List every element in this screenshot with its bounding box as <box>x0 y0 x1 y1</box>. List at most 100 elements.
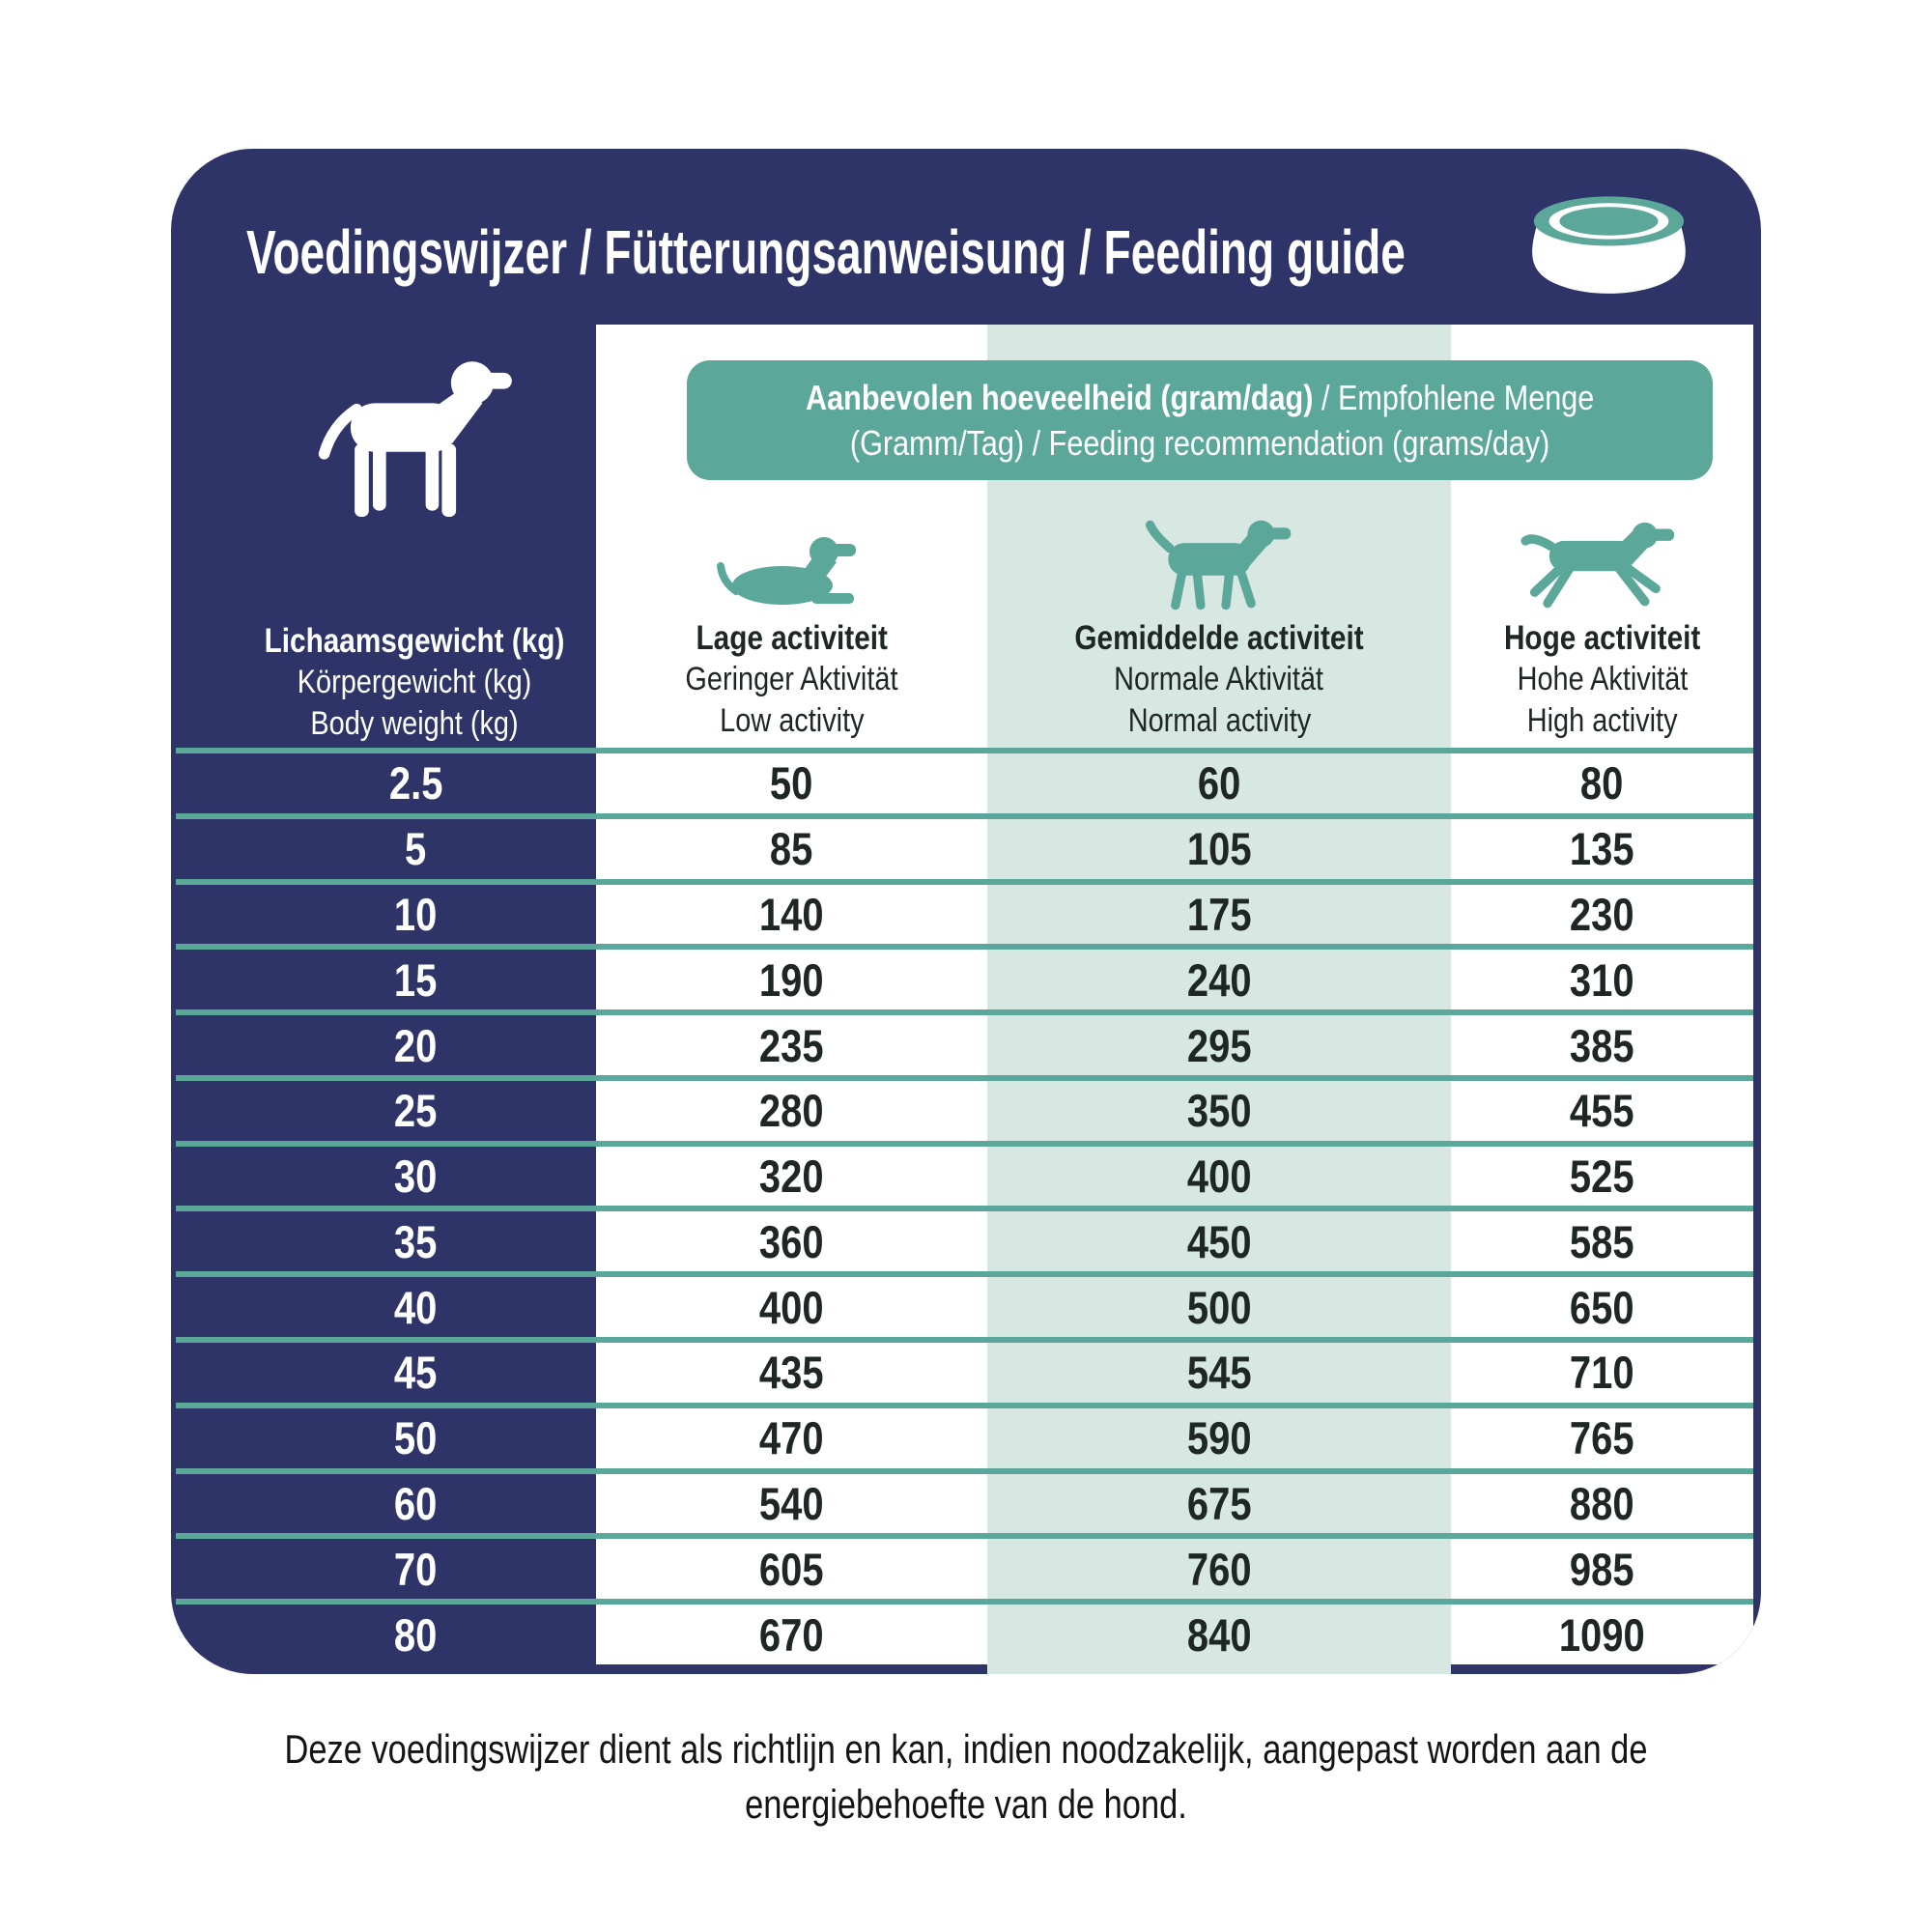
cell-weight: 25 <box>394 1085 438 1137</box>
table-row: 35 360 450 585 <box>176 1206 1753 1271</box>
cell-low: 670 <box>759 1608 824 1661</box>
cell-normal: 240 <box>1186 953 1252 1006</box>
cell-normal: 675 <box>1186 1477 1252 1529</box>
cell-high: 80 <box>1580 757 1624 810</box>
weight-header-line: Körpergewicht (kg) <box>297 664 532 700</box>
table-row: 80 670 840 1090 <box>176 1599 1753 1664</box>
table-row: 20 235 295 385 <box>176 1009 1753 1075</box>
cell-weight: 40 <box>394 1281 438 1333</box>
cell-weight: 70 <box>394 1543 438 1595</box>
cell-low: 85 <box>770 823 813 875</box>
footer-line2: energiebehoefte van de hond. <box>745 1781 1187 1827</box>
cell-low: 50 <box>770 757 813 810</box>
column-label: Lage activiteit <box>696 619 888 657</box>
standing-dog-icon <box>312 350 515 524</box>
cell-low: 435 <box>759 1347 824 1399</box>
cell-normal: 105 <box>1186 823 1252 875</box>
cell-high: 525 <box>1570 1151 1634 1203</box>
cell-normal: 175 <box>1186 888 1252 940</box>
column-label: Geringer Aktivität <box>685 661 898 697</box>
column-label: Hohe Aktivität <box>1517 661 1688 697</box>
cell-low: 470 <box>759 1412 824 1464</box>
cell-high: 710 <box>1570 1347 1634 1399</box>
column-header-normal-activity: Gemiddelde activiteit Normale Aktivität … <box>987 518 1451 742</box>
cell-normal: 350 <box>1186 1085 1252 1137</box>
cell-weight: 2.5 <box>388 757 443 810</box>
banner-line1-rest: / Empfohlene Menge <box>1313 378 1595 417</box>
column-header-high-activity: Hoge activiteit Hohe Aktivität High acti… <box>1451 518 1753 742</box>
banner-line1-bold: Aanbevolen hoeveelheid (gram/dag) <box>805 378 1314 417</box>
walking-dog-icon <box>1141 518 1298 612</box>
cell-weight: 10 <box>394 888 438 940</box>
cell-low: 190 <box>759 953 824 1006</box>
table-row: 60 540 675 880 <box>176 1467 1753 1534</box>
table-row: 45 435 545 710 <box>176 1337 1753 1403</box>
cell-low: 605 <box>759 1543 824 1595</box>
weight-header-line: Lichaamsgewicht (kg) <box>264 622 565 660</box>
column-header-low-activity: Lage activiteit Geringer Aktivität Low a… <box>596 518 987 742</box>
lying-dog-icon <box>715 518 869 612</box>
cell-high: 585 <box>1570 1215 1634 1267</box>
cell-low: 280 <box>759 1085 824 1137</box>
cell-normal: 450 <box>1186 1215 1252 1267</box>
cell-normal: 760 <box>1186 1543 1252 1595</box>
page-title: Voedingswijzer / Fütterungsanweisung / F… <box>246 217 1406 287</box>
cell-normal: 590 <box>1186 1412 1252 1464</box>
table-row: 50 470 590 765 <box>176 1402 1753 1468</box>
cell-low: 540 <box>759 1477 824 1529</box>
cell-low: 400 <box>759 1281 824 1333</box>
column-label: Normale Aktivität <box>1114 661 1324 697</box>
footer-note: Deze voedingswijzer dient als richtlijn … <box>0 1721 1932 1832</box>
cell-weight: 50 <box>394 1412 438 1464</box>
table-row: 10 140 175 230 <box>176 878 1753 945</box>
cell-weight: 5 <box>405 823 427 875</box>
cell-low: 320 <box>759 1151 824 1203</box>
cell-high: 310 <box>1570 953 1634 1006</box>
cell-high: 135 <box>1570 823 1634 875</box>
recommendation-banner: Aanbevolen hoeveelheid (gram/dag) / Empf… <box>687 360 1713 480</box>
cell-high: 650 <box>1570 1281 1634 1333</box>
cell-normal: 60 <box>1197 757 1241 810</box>
banner-line1: Aanbevolen hoeveelheid (gram/dag) / Empf… <box>806 375 1594 420</box>
column-label: High activity <box>1526 702 1678 739</box>
column-label: Hoge activiteit <box>1503 619 1701 657</box>
cell-normal: 545 <box>1186 1347 1252 1399</box>
cell-high: 1090 <box>1559 1608 1645 1661</box>
cell-weight: 80 <box>394 1608 438 1661</box>
table-row: 30 320 400 525 <box>176 1140 1753 1207</box>
cell-weight: 30 <box>394 1151 438 1203</box>
cell-normal: 500 <box>1186 1281 1252 1333</box>
weight-column-header: Lichaamsgewicht (kg) Körpergewicht (kg) … <box>171 615 596 745</box>
feeding-guide-card: Voedingswijzer / Fütterungsanweisung / F… <box>171 149 1761 1674</box>
dog-bowl-icon <box>1523 191 1690 301</box>
table-row: 5 85 105 135 <box>176 812 1753 879</box>
table-rows: 2.5 50 60 80 5 85 105 135 10 140 175 230 15 190 240 310… <box>176 748 1753 1664</box>
cell-weight: 20 <box>394 1019 438 1071</box>
cell-high: 880 <box>1570 1477 1634 1529</box>
cell-weight: 45 <box>394 1347 438 1399</box>
table-row: 25 280 350 455 <box>176 1074 1753 1141</box>
cell-normal: 295 <box>1186 1019 1252 1071</box>
running-dog-icon <box>1520 518 1686 612</box>
cell-high: 985 <box>1570 1543 1634 1595</box>
cell-low: 360 <box>759 1215 824 1267</box>
table-row: 2.5 50 60 80 <box>176 748 1753 813</box>
column-label: Low activity <box>719 702 865 739</box>
table-row: 70 605 760 985 <box>176 1533 1753 1599</box>
weight-header-line: Body weight (kg) <box>310 705 519 742</box>
column-label: Normal activity <box>1127 702 1311 739</box>
cell-high: 230 <box>1570 888 1634 940</box>
cell-weight: 35 <box>394 1215 438 1267</box>
cell-weight: 60 <box>394 1477 438 1529</box>
table-row: 15 190 240 310 <box>176 944 1753 1009</box>
cell-low: 235 <box>759 1019 824 1071</box>
cell-high: 455 <box>1570 1085 1634 1137</box>
cell-low: 140 <box>759 888 824 940</box>
cell-high: 765 <box>1570 1412 1634 1464</box>
cell-high: 385 <box>1570 1019 1634 1071</box>
table-row: 40 400 500 650 <box>176 1271 1753 1337</box>
footer-line1: Deze voedingswijzer dient als richtlijn … <box>284 1726 1648 1772</box>
cell-weight: 15 <box>394 953 438 1006</box>
cell-normal: 840 <box>1186 1608 1252 1661</box>
